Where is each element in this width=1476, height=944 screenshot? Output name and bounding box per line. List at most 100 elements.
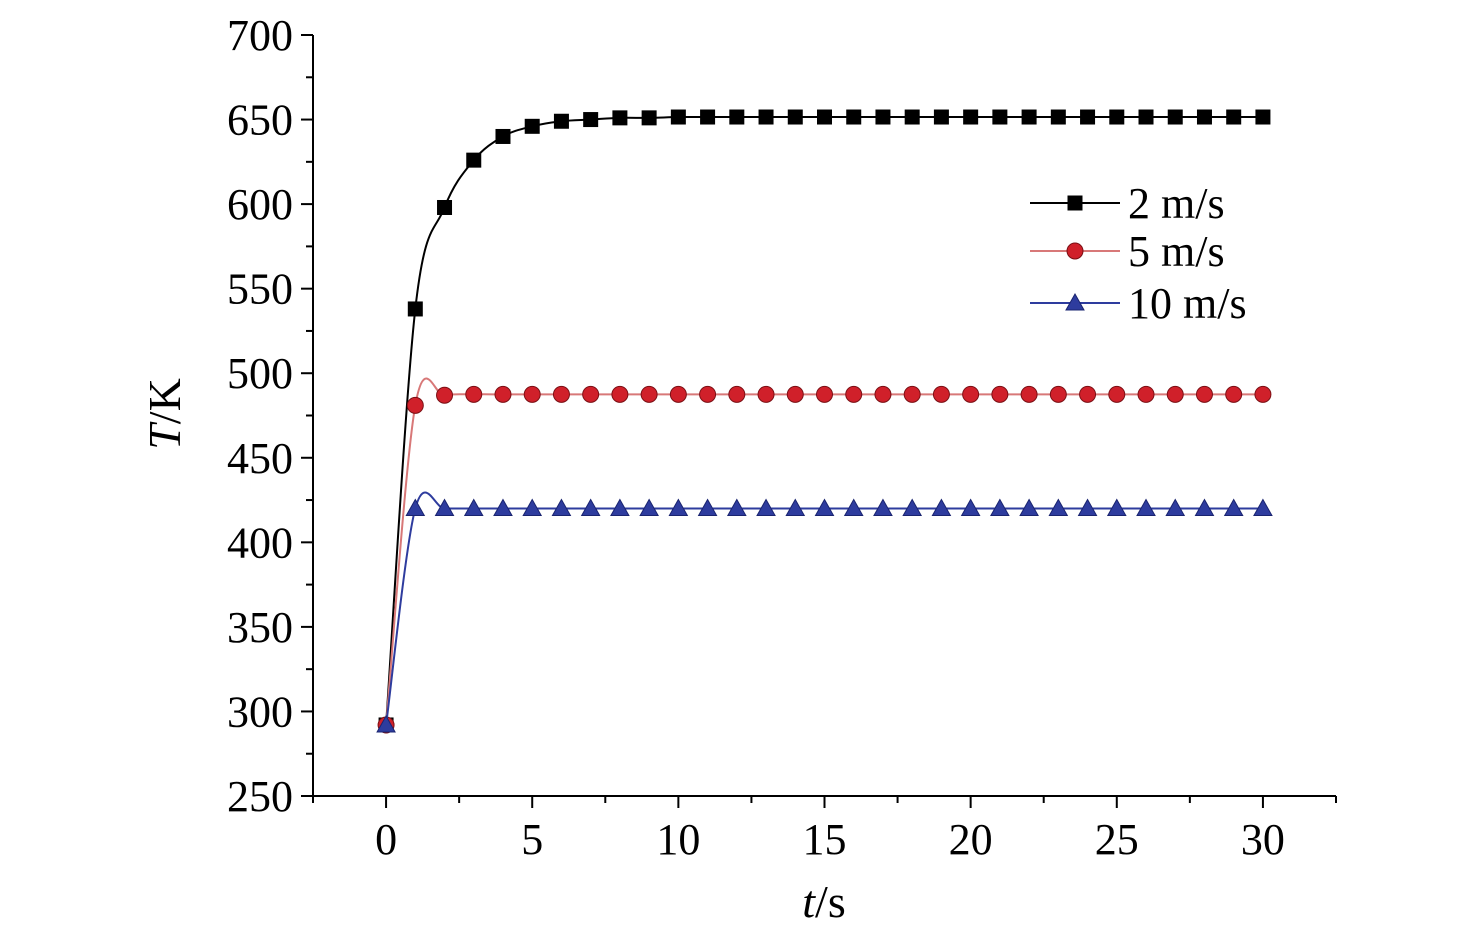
data-point: [1049, 385, 1067, 403]
data-point: [1253, 498, 1273, 517]
data-point: [1021, 109, 1037, 125]
y-tick-label: 650: [227, 96, 293, 145]
data-point: [1165, 498, 1186, 517]
data-point: [436, 386, 454, 404]
legend-marker: [1066, 242, 1084, 260]
series-line: [385, 491, 1263, 726]
data-point: [376, 714, 396, 733]
axes: 250 300 350 400 450 500 550 600 650 700 0 5 10 15 20 25…: [227, 11, 1337, 864]
data-point: [434, 498, 455, 517]
series-line: [385, 377, 1263, 726]
data-point: [640, 385, 658, 403]
data-point: [1166, 385, 1184, 403]
x-tick-label: 5: [521, 815, 543, 864]
data-point: [787, 109, 803, 125]
data-point: [785, 498, 806, 517]
data-point: [523, 385, 541, 403]
y-axis-var: T: [139, 421, 190, 450]
data-point: [1019, 498, 1039, 517]
data-point: [522, 498, 543, 517]
x-axis-var: t: [802, 876, 816, 927]
data-point: [991, 385, 1009, 403]
data-point: [963, 109, 979, 125]
legend-label: 10 m/s: [1128, 279, 1247, 328]
data-point: [873, 498, 893, 517]
y-axis-unit: /K: [139, 378, 190, 424]
data-point: [932, 385, 950, 403]
y-tick-label: 250: [227, 772, 293, 821]
x-axis-unit: /s: [815, 876, 846, 927]
data-point: [845, 385, 863, 403]
data-point: [758, 109, 774, 125]
data-point: [1020, 385, 1038, 403]
data-point: [406, 396, 424, 414]
data-point: [904, 109, 920, 125]
y-tick-label: 450: [227, 434, 293, 483]
data-point: [1167, 109, 1183, 125]
y-tick-label: 550: [227, 265, 293, 314]
y-axis-title: T/K: [139, 378, 190, 450]
data-point: [612, 110, 628, 126]
legend-label: 5 m/s: [1128, 227, 1225, 276]
data-point: [902, 498, 923, 517]
data-point: [1138, 109, 1154, 125]
data-point: [1223, 498, 1244, 517]
data-point: [465, 385, 483, 403]
legend-marker: [1067, 195, 1083, 211]
data-point: [1106, 498, 1127, 517]
y-tick-label: 700: [227, 11, 293, 60]
data-point: [846, 109, 862, 125]
data-point: [1254, 385, 1272, 403]
data-point: [1079, 385, 1097, 403]
y-tick-label: 300: [227, 687, 293, 736]
data-point: [610, 498, 630, 517]
data-point: [1226, 109, 1242, 125]
data-point: [786, 385, 804, 403]
data-point: [553, 113, 569, 129]
x-tick-label: 30: [1241, 815, 1285, 864]
data-point: [726, 498, 747, 517]
data-point: [494, 385, 512, 403]
data-point: [814, 498, 835, 517]
y-tick-label: 500: [227, 349, 293, 398]
y-tick-label: 400: [227, 518, 293, 567]
data-point: [639, 498, 659, 517]
x-tick-label: 25: [1095, 815, 1139, 864]
data-point: [1194, 498, 1215, 517]
y-tick-label: 600: [227, 180, 293, 229]
data-point: [960, 498, 981, 517]
data-point: [1077, 498, 1098, 517]
data-point: [933, 109, 949, 125]
data-point: [990, 498, 1010, 517]
data-point: [669, 385, 687, 403]
data-point: [466, 152, 482, 168]
data-point: [1255, 109, 1271, 125]
x-tick-label: 15: [803, 815, 847, 864]
data-point: [1196, 109, 1212, 125]
data-point: [1109, 109, 1125, 125]
series-layer: [376, 109, 1273, 734]
data-point: [405, 498, 426, 517]
data-point: [1136, 498, 1156, 517]
data-point: [962, 385, 980, 403]
data-point: [699, 385, 717, 403]
legend-marker: [1065, 292, 1085, 311]
data-point: [1137, 385, 1155, 403]
data-point: [583, 112, 599, 128]
data-point: [1225, 385, 1243, 403]
x-tick-label: 0: [375, 815, 397, 864]
x-tick-label: 10: [656, 815, 700, 864]
data-point: [641, 110, 657, 126]
data-point: [992, 109, 1008, 125]
data-point: [611, 385, 629, 403]
data-point: [668, 498, 689, 517]
data-point: [1108, 385, 1126, 403]
x-tick-label: 20: [949, 815, 993, 864]
y-tick-label: 350: [227, 603, 293, 652]
data-point: [874, 385, 892, 403]
data-point: [697, 498, 718, 517]
series-2: [376, 491, 1273, 733]
data-point: [843, 498, 864, 517]
data-point: [757, 385, 775, 403]
